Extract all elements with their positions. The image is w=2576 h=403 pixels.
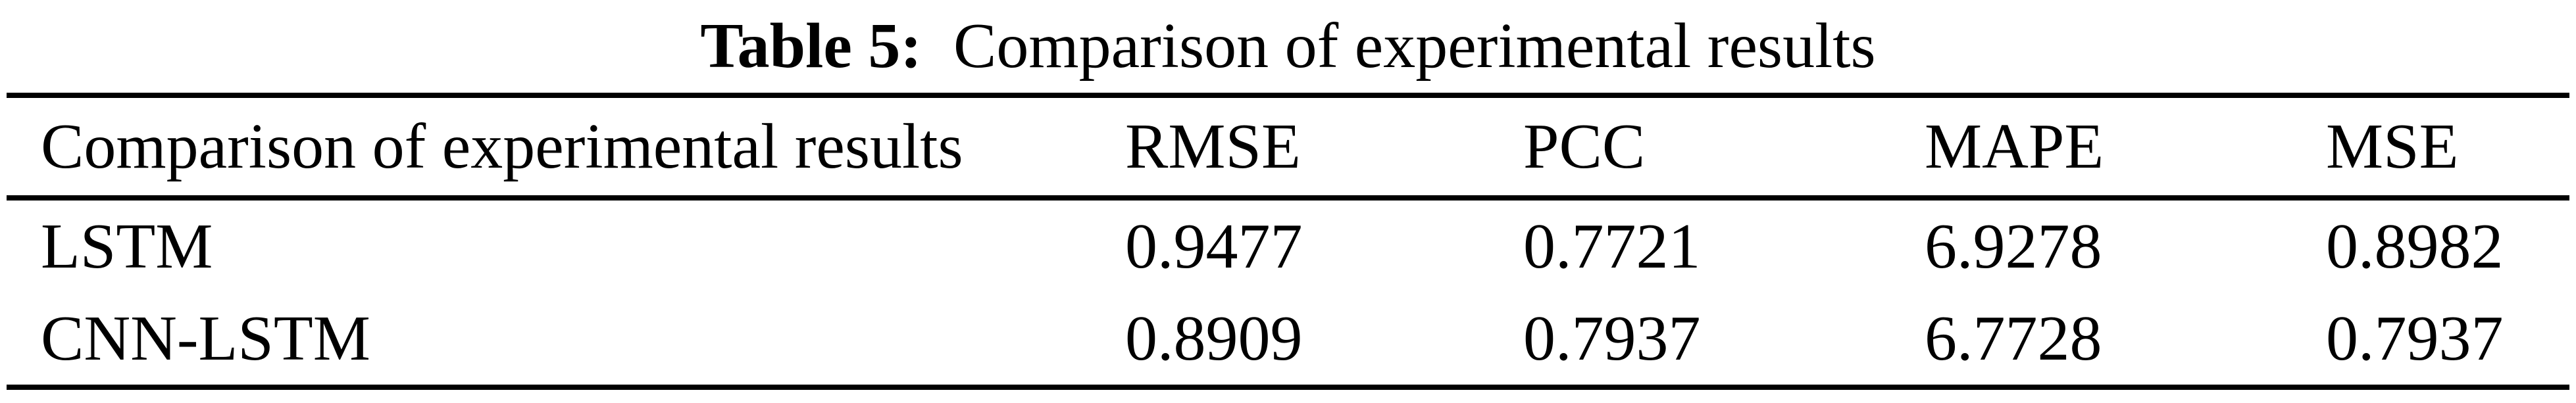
- row-label-lstm: LSTM: [41, 211, 213, 282]
- cell-lstm-rmse: 0.9477: [1125, 211, 1303, 282]
- results-table: Comparison of experimental results RMSE …: [7, 93, 2569, 390]
- row-label-cnn-lstm: CNN-LSTM: [41, 303, 370, 374]
- cell-cnn-lstm-mse: 0.7937: [2326, 303, 2504, 374]
- cell-lstm-mape: 6.9278: [1925, 211, 2102, 282]
- table-caption: Table 5: Comparison of experimental resu…: [0, 0, 2576, 92]
- cell-cnn-lstm-pcc: 0.7937: [1523, 303, 1701, 374]
- column-header-mse: MSE: [2326, 111, 2459, 182]
- cell-cnn-lstm-mape: 6.7728: [1925, 303, 2102, 374]
- column-header-comparison: Comparison of experimental results: [41, 111, 963, 182]
- column-header-mape: MAPE: [1925, 111, 2104, 182]
- cell-lstm-pcc: 0.7721: [1523, 211, 1701, 282]
- table-caption-label: Table 5:: [700, 11, 922, 82]
- table-row-lstm: LSTM 0.9477 0.7721 6.9278 0.8982: [7, 198, 2569, 293]
- table-row-cnn-lstm: CNN-LSTM 0.8909 0.7937 6.7728 0.7937: [7, 293, 2569, 387]
- cell-lstm-mse: 0.8982: [2326, 211, 2504, 282]
- column-header-rmse: RMSE: [1125, 111, 1301, 182]
- table-caption-text: Comparison of experimental results: [953, 11, 1876, 82]
- cell-cnn-lstm-rmse: 0.8909: [1125, 303, 1303, 374]
- header-row: Comparison of experimental results RMSE …: [7, 95, 2569, 198]
- column-header-pcc: PCC: [1523, 111, 1646, 182]
